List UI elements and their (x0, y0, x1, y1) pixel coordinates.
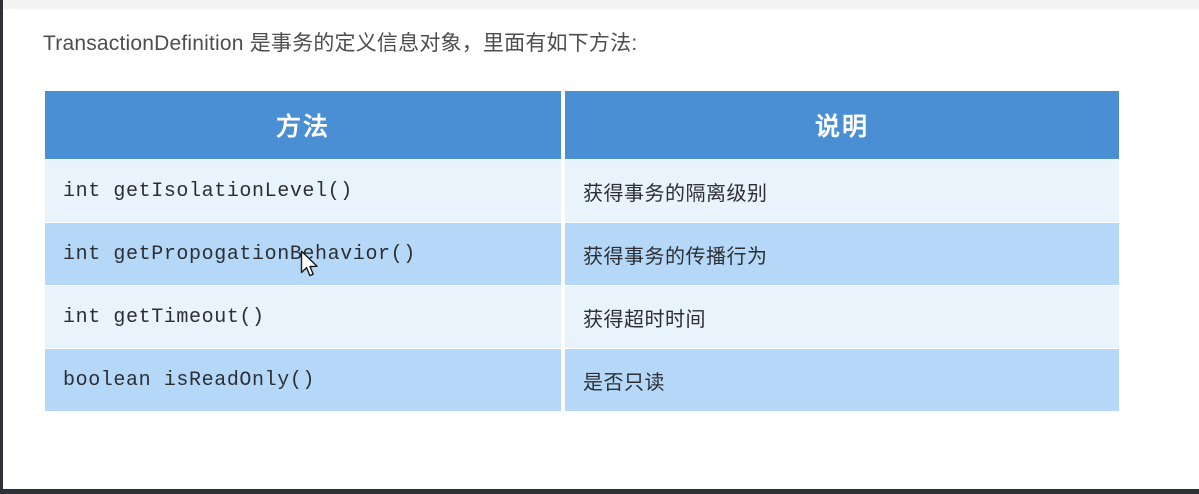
table-body: int getIsolationLevel() 获得事务的隔离级别 int ge… (45, 160, 1119, 411)
column-header-description: 说明 (565, 91, 1119, 159)
cell-method-description: 获得事务的隔离级别 (565, 160, 1119, 222)
method-definition-table: 方法 说明 int getIsolationLevel() 获得事务的隔离级别 … (41, 90, 1123, 412)
cell-method-description: 获得事务的传播行为 (565, 223, 1119, 285)
cell-method-signature: int getIsolationLevel() (45, 160, 561, 222)
table-row: int getIsolationLevel() 获得事务的隔离级别 (45, 160, 1119, 222)
table-row: boolean isReadOnly() 是否只读 (45, 349, 1119, 411)
intro-paragraph: TransactionDefinition 是事务的定义信息对象，里面有如下方法… (43, 32, 638, 55)
cell-method-signature: int getPropogationBehavior() (45, 223, 561, 285)
cell-method-description: 获得超时时间 (565, 286, 1119, 348)
table-row: int getTimeout() 获得超时时间 (45, 286, 1119, 348)
cell-method-description: 是否只读 (565, 349, 1119, 411)
table-header: 方法 说明 (45, 91, 1119, 159)
cell-method-signature: boolean isReadOnly() (45, 349, 561, 411)
table-header-row: 方法 说明 (45, 91, 1119, 159)
column-header-method: 方法 (45, 91, 561, 159)
page-content: TransactionDefinition 是事务的定义信息对象，里面有如下方法… (3, 9, 1199, 489)
cell-method-signature: int getTimeout() (45, 286, 561, 348)
table-row: int getPropogationBehavior() 获得事务的传播行为 (45, 223, 1119, 285)
